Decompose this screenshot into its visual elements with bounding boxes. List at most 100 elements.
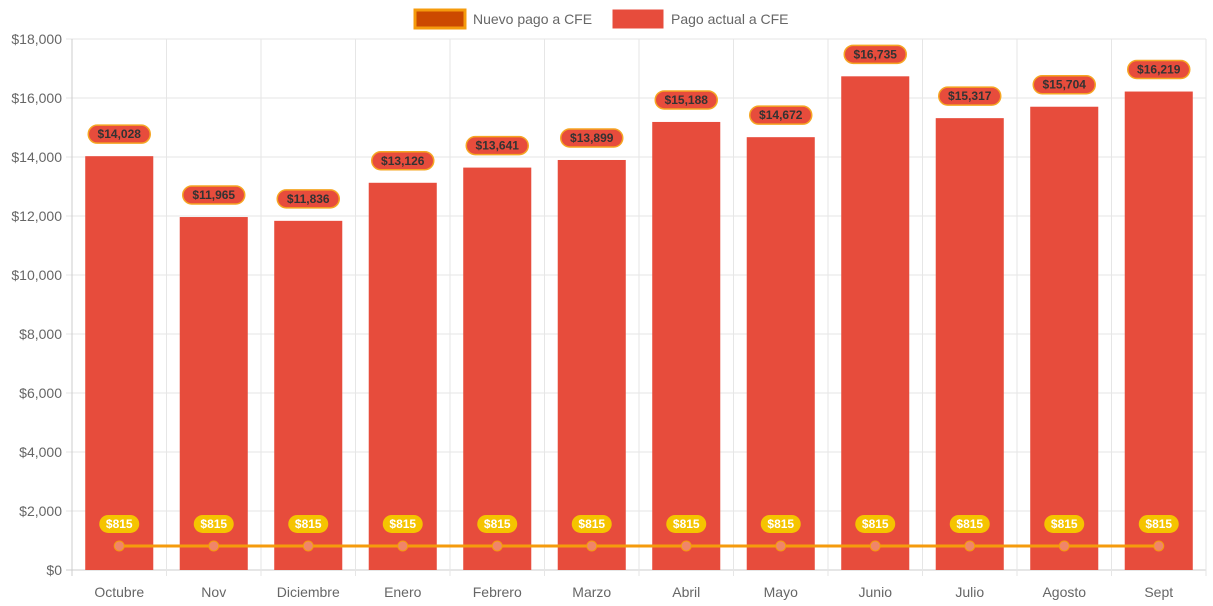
line-value-label: $815 xyxy=(949,514,990,533)
bar-value-label-bg xyxy=(465,135,529,156)
bar-value-label-text: $16,735 xyxy=(854,47,898,61)
x-tick-label: Octubre xyxy=(94,584,144,600)
bar[interactable] xyxy=(274,220,343,570)
bar-value-label-bg xyxy=(938,86,1002,106)
bar-value-label-bg xyxy=(749,105,813,125)
y-tick-label: $2,000 xyxy=(19,503,62,519)
line-value-label: $815 xyxy=(477,514,518,533)
line-value-label-text: $815 xyxy=(1145,517,1172,531)
bar-value-label-bg xyxy=(1032,74,1096,95)
bar[interactable] xyxy=(368,182,437,570)
line-value-label-text: $815 xyxy=(200,517,227,531)
line-value-label-bg xyxy=(949,514,990,533)
bar-value-label-text: $13,899 xyxy=(570,131,614,145)
line-point[interactable] xyxy=(869,540,881,552)
line-value-label-text: $815 xyxy=(106,517,133,531)
legend-item-pago-actual[interactable]: Pago actual a CFE xyxy=(612,9,789,29)
line-series-nuevo-pago xyxy=(113,540,1165,552)
x-tick-label: Diciembre xyxy=(277,584,340,600)
bar[interactable] xyxy=(746,137,815,570)
line-value-label: $815 xyxy=(666,514,707,533)
x-axis: Octubre Nov Diciembre Enero Febrero Marzo Abri… xyxy=(94,584,1173,600)
line-value-label-bg xyxy=(99,514,140,533)
line-value-label-bg xyxy=(571,514,612,533)
bar-value-label-text: $15,317 xyxy=(948,89,992,103)
line-value-label-bg xyxy=(1044,514,1085,533)
y-tick-label: $10,000 xyxy=(11,267,62,283)
bar[interactable] xyxy=(841,76,910,570)
line-value-label: $815 xyxy=(193,514,234,533)
line-value-label: $815 xyxy=(99,514,140,533)
x-tick-label: Mayo xyxy=(764,584,798,600)
line-value-label: $815 xyxy=(1044,514,1085,533)
line-point[interactable] xyxy=(1153,540,1165,552)
line-value-label-text: $815 xyxy=(673,517,700,531)
bar-value-label: $16,735 xyxy=(843,44,907,65)
bar[interactable] xyxy=(85,156,154,570)
line-point[interactable] xyxy=(491,540,503,552)
y-tick-label: $4,000 xyxy=(19,444,62,460)
line-point[interactable] xyxy=(680,540,692,552)
grid-lines xyxy=(66,38,1207,576)
line-value-label-text: $815 xyxy=(389,517,416,531)
bar-value-label-bg xyxy=(371,151,435,171)
line-value-label-bg xyxy=(477,514,518,533)
legend-swatch-pago-actual xyxy=(612,9,664,29)
line-value-label: $815 xyxy=(760,514,801,533)
line-value-label-text: $815 xyxy=(484,517,511,531)
bar[interactable] xyxy=(557,159,626,571)
bar-value-label-bg xyxy=(843,44,907,65)
line-value-label: $815 xyxy=(571,514,612,533)
bar[interactable] xyxy=(1124,91,1193,571)
bar[interactable] xyxy=(652,121,721,570)
line-value-label-bg xyxy=(666,514,707,533)
line-point[interactable] xyxy=(113,540,125,552)
bar-value-label: $15,704 xyxy=(1032,74,1096,95)
y-tick-label: $14,000 xyxy=(11,149,62,165)
bar[interactable] xyxy=(179,217,248,570)
bar-series-pago-actual xyxy=(85,76,1193,571)
line-point[interactable] xyxy=(586,540,598,552)
line-value-label: $815 xyxy=(382,514,423,533)
bar-value-labels: $14,028 $11,965 $11,836 $13,126 $13,641 $13,8… xyxy=(87,44,1191,209)
legend-label-pago-actual: Pago actual a CFE xyxy=(671,11,789,27)
x-tick-label: Enero xyxy=(384,584,422,600)
line-value-labels: $815 $815 $815 $815 $815 $815 $815 $815 $815 $815… xyxy=(99,514,1179,533)
bar-value-label-text: $13,126 xyxy=(381,154,425,168)
line-value-label-text: $815 xyxy=(1051,517,1078,531)
bar-value-label-bg xyxy=(654,90,718,110)
y-tick-label: $6,000 xyxy=(19,385,62,401)
line-value-label-text: $815 xyxy=(578,517,605,531)
bar-value-label: $14,028 xyxy=(87,124,151,144)
legend-swatch-nuevo-pago xyxy=(413,8,467,30)
line-value-label-bg xyxy=(288,514,329,533)
bar-value-label-bg xyxy=(276,189,340,209)
line-point[interactable] xyxy=(775,540,787,552)
bar[interactable] xyxy=(463,167,532,570)
x-tick-label: Junio xyxy=(859,584,893,600)
line-value-label-text: $815 xyxy=(862,517,889,531)
line-point[interactable] xyxy=(208,540,220,552)
bar[interactable] xyxy=(935,118,1004,570)
bar-value-label-bg xyxy=(87,124,151,144)
line-point[interactable] xyxy=(397,540,409,552)
bar[interactable] xyxy=(1030,106,1099,571)
bar-value-label-text: $11,836 xyxy=(287,192,330,206)
y-tick-label: $18,000 xyxy=(11,31,62,47)
line-point[interactable] xyxy=(1058,540,1070,552)
bar-value-label: $14,672 xyxy=(749,105,813,125)
y-tick-label: $16,000 xyxy=(11,90,62,106)
line-value-label: $815 xyxy=(288,514,329,533)
y-axis: $0 $2,000 $4,000 $6,000 $8,000 $10,000 $12,000… xyxy=(11,31,62,578)
line-point[interactable] xyxy=(302,540,314,552)
bar-value-label-bg xyxy=(1127,59,1191,80)
line-point[interactable] xyxy=(964,540,976,552)
bar-value-label-text: $11,965 xyxy=(192,188,235,202)
x-tick-label: Julio xyxy=(955,584,984,600)
bar-value-label-text: $15,704 xyxy=(1043,78,1087,92)
legend-label-nuevo-pago: Nuevo pago a CFE xyxy=(473,11,592,27)
legend-item-nuevo-pago[interactable]: Nuevo pago a CFE xyxy=(413,8,592,30)
bar-value-label-bg xyxy=(182,185,246,205)
bar-value-label: $13,126 xyxy=(371,151,435,171)
bar-value-label: $16,219 xyxy=(1127,59,1191,80)
